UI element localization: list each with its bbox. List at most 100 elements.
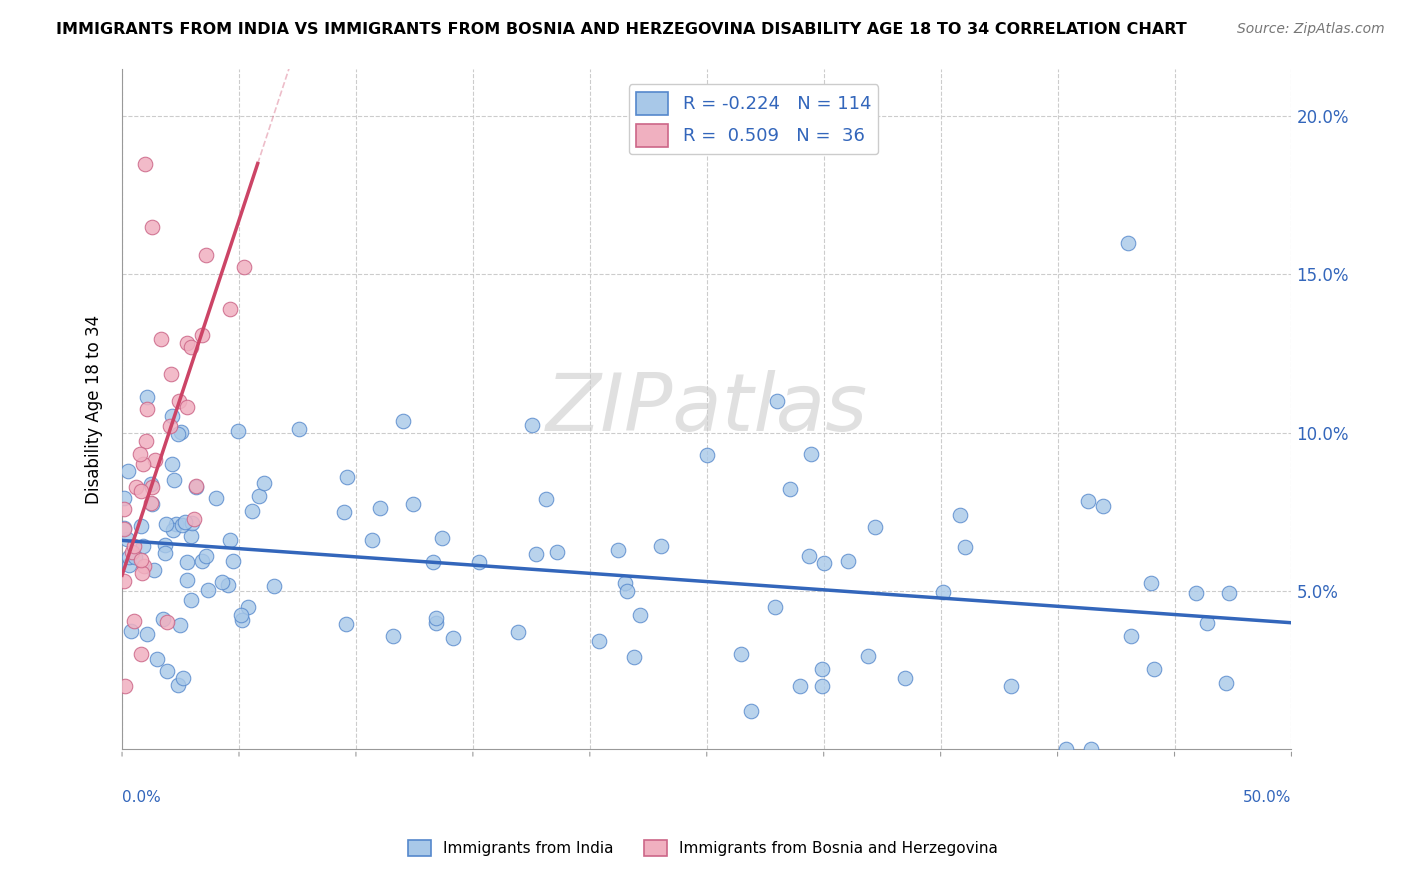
Point: [128, 447, 150, 461]
Point: [180, 593, 202, 607]
Point: [335, 616, 357, 631]
Point: [263, 579, 285, 593]
Text: Source: ZipAtlas.com: Source: ZipAtlas.com: [1237, 22, 1385, 37]
Point: [526, 547, 548, 561]
Point: [172, 671, 194, 685]
Point: [153, 545, 176, 559]
Point: [191, 328, 214, 343]
Point: [141, 476, 163, 491]
Point: [117, 464, 139, 478]
Point: [506, 625, 529, 640]
Point: [176, 336, 198, 351]
Point: [238, 600, 260, 615]
Point: [156, 615, 179, 630]
Point: [141, 219, 163, 234]
Point: [170, 425, 193, 439]
Point: [810, 662, 832, 676]
Point: [837, 554, 859, 568]
Point: [160, 409, 183, 423]
Point: [361, 533, 384, 547]
Point: [953, 540, 976, 554]
Point: [176, 555, 198, 569]
Point: [932, 584, 955, 599]
Point: [129, 648, 152, 662]
Point: [160, 457, 183, 471]
Point: [789, 679, 811, 693]
Point: [118, 549, 141, 564]
Point: [174, 516, 197, 530]
Point: [217, 578, 239, 592]
Point: [180, 516, 202, 531]
Point: [149, 333, 172, 347]
Point: [813, 556, 835, 570]
Point: [162, 523, 184, 537]
Point: [146, 652, 169, 666]
Point: [779, 482, 801, 496]
Point: [425, 611, 447, 625]
Point: [129, 483, 152, 498]
Point: [136, 627, 159, 641]
Point: [120, 624, 142, 638]
Point: [1218, 586, 1240, 600]
Point: [155, 516, 177, 531]
Point: [332, 505, 354, 519]
Point: [155, 538, 177, 552]
Point: [141, 497, 163, 511]
Text: ZIPatlas: ZIPatlas: [546, 370, 868, 448]
Point: [1119, 629, 1142, 643]
Point: [1000, 679, 1022, 693]
Y-axis label: Disability Age 18 to 34: Disability Age 18 to 34: [86, 314, 103, 504]
Point: [219, 301, 242, 316]
Point: [368, 500, 391, 515]
Point: [114, 679, 136, 693]
Point: [402, 497, 425, 511]
Point: [218, 533, 240, 547]
Point: [152, 612, 174, 626]
Point: [247, 489, 270, 503]
Point: [195, 549, 218, 564]
Point: [430, 531, 453, 545]
Point: [165, 517, 187, 532]
Point: [184, 479, 207, 493]
Point: [740, 704, 762, 718]
Point: [287, 422, 309, 436]
Point: [134, 156, 156, 170]
Point: [1215, 675, 1237, 690]
Point: [167, 394, 190, 409]
Point: [800, 447, 823, 461]
Point: [159, 368, 181, 382]
Point: [170, 518, 193, 533]
Point: [211, 575, 233, 590]
Point: [1080, 742, 1102, 756]
Point: [607, 543, 630, 558]
Point: [195, 248, 218, 262]
Point: [240, 504, 263, 518]
Point: [1140, 576, 1163, 591]
Point: [122, 614, 145, 628]
Point: [142, 563, 165, 577]
Point: [141, 480, 163, 494]
Point: [112, 574, 135, 589]
Point: [766, 394, 789, 409]
Point: [1197, 615, 1219, 630]
Point: [132, 539, 155, 553]
Point: [763, 599, 786, 614]
Point: [797, 549, 820, 564]
Point: [650, 539, 672, 553]
Point: [628, 607, 651, 622]
Point: [112, 521, 135, 535]
Point: [425, 615, 447, 630]
Point: [614, 576, 637, 591]
Point: [231, 613, 253, 627]
Point: [143, 452, 166, 467]
Point: [222, 554, 245, 568]
Point: [124, 549, 146, 564]
Point: [949, 508, 972, 523]
Point: [520, 418, 543, 433]
Point: [226, 424, 249, 438]
Point: [169, 617, 191, 632]
Point: [205, 491, 228, 505]
Point: [186, 480, 208, 494]
Point: [112, 522, 135, 536]
Point: [391, 414, 413, 428]
